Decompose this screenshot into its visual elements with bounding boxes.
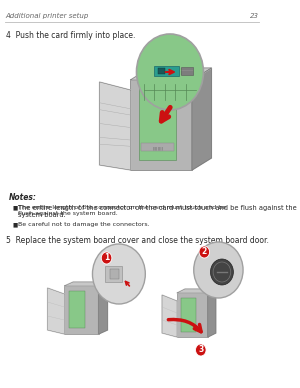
- Text: 3: 3: [198, 345, 203, 355]
- Text: Be careful not to damage the connectors.: Be careful not to damage the connectors.: [18, 222, 149, 227]
- FancyBboxPatch shape: [177, 293, 208, 337]
- Text: 5  Replace the system board cover and close the system board door.: 5 Replace the system board cover and clo…: [6, 236, 269, 245]
- FancyBboxPatch shape: [130, 80, 192, 170]
- Text: Additional printer setup: Additional printer setup: [5, 13, 89, 19]
- FancyBboxPatch shape: [105, 266, 122, 282]
- Polygon shape: [130, 68, 211, 80]
- Polygon shape: [64, 282, 107, 286]
- Text: The entire length of the connector on the card must touch and be flush against t: The entire length of the connector on th…: [18, 205, 296, 218]
- FancyBboxPatch shape: [110, 269, 119, 279]
- FancyBboxPatch shape: [64, 286, 99, 334]
- Text: 4  Push the card firmly into place.: 4 Push the card firmly into place.: [6, 31, 136, 40]
- Circle shape: [101, 252, 112, 264]
- FancyBboxPatch shape: [141, 143, 174, 151]
- Polygon shape: [48, 288, 64, 334]
- Text: 2: 2: [202, 248, 207, 256]
- Polygon shape: [192, 68, 212, 170]
- Circle shape: [199, 246, 210, 258]
- Circle shape: [136, 34, 203, 110]
- Text: 1: 1: [104, 253, 109, 263]
- Polygon shape: [177, 289, 216, 293]
- Circle shape: [92, 244, 145, 304]
- Circle shape: [194, 242, 243, 298]
- FancyBboxPatch shape: [154, 66, 179, 76]
- Text: ■: ■: [12, 205, 18, 210]
- Polygon shape: [208, 289, 216, 337]
- FancyBboxPatch shape: [182, 298, 196, 332]
- Text: Notes:: Notes:: [9, 193, 37, 202]
- Circle shape: [196, 344, 206, 356]
- Polygon shape: [99, 282, 107, 334]
- Polygon shape: [100, 82, 130, 170]
- Text: ||||||||: ||||||||: [152, 146, 163, 150]
- Polygon shape: [162, 295, 177, 337]
- FancyBboxPatch shape: [181, 67, 193, 75]
- FancyBboxPatch shape: [139, 88, 176, 160]
- Circle shape: [211, 259, 233, 285]
- FancyBboxPatch shape: [69, 291, 86, 328]
- Text: The entire length of the connector on the card must touch and be
flush against t: The entire length of the connector on th…: [18, 205, 226, 216]
- Text: ■: ■: [12, 222, 18, 227]
- Text: 23: 23: [250, 13, 259, 19]
- FancyBboxPatch shape: [158, 68, 165, 74]
